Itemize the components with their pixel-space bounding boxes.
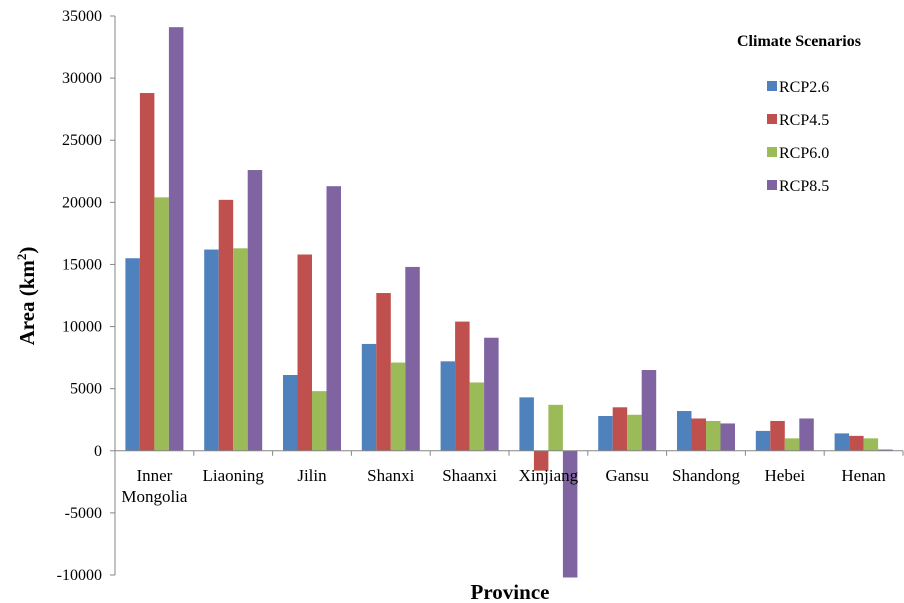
bar-rcp4-5 <box>691 418 706 451</box>
x-tick-label-line: Henan <box>841 466 886 485</box>
x-axis-title: Province <box>471 580 550 603</box>
y-tick-label: 25000 <box>62 132 102 149</box>
x-tick-label-line: Xinjiang <box>519 466 579 485</box>
y-axis-title-superscript: 2 <box>14 254 29 261</box>
x-tick-label-line: Hebei <box>765 466 806 485</box>
bar-rcp8-5 <box>799 418 814 451</box>
bar-rcp2-6 <box>361 343 377 451</box>
legend-items: RCP2.6 RCP4.5 RCP6.0 RCP8.5 <box>767 79 829 195</box>
bar-rcp4-5 <box>770 420 785 451</box>
bar-rcp6-0 <box>233 248 248 451</box>
x-tick-label: Inner Mongolia <box>121 466 188 506</box>
x-tick-label: Shandong <box>672 466 741 485</box>
y-axis-title: Area (km2) <box>14 247 39 346</box>
legend-swatch <box>767 114 777 124</box>
bar-rcp6-0 <box>312 391 327 451</box>
y-tick-label: 0 <box>94 443 102 460</box>
bar-rcp2-6 <box>204 249 219 451</box>
x-tick-label-line: Jilin <box>297 466 327 485</box>
x-tick-label: Gansu <box>605 466 649 485</box>
x-tick-label: Liaoning <box>203 466 265 485</box>
bar-rcp6-0 <box>390 362 406 451</box>
y-tick-label: -10000 <box>57 567 102 584</box>
legend-label: RCP4.5 <box>779 112 829 129</box>
legend-label: RCP8.5 <box>779 178 829 195</box>
bar-rcp2-6 <box>519 397 534 451</box>
bar-rcp8-5 <box>326 186 341 451</box>
legend-swatch <box>767 180 777 190</box>
y-tick-label: 15000 <box>62 256 102 273</box>
bar-rcp4-5 <box>139 93 155 451</box>
y-tick-label: 10000 <box>62 319 102 336</box>
bar-rcp4-5 <box>849 435 864 451</box>
legend-swatch <box>767 147 777 157</box>
x-tick-label-line: Mongolia <box>121 487 188 506</box>
y-axis: -10000 -5000 0 5000 10000 15000 20000 25000 3000… <box>57 8 116 584</box>
y-axis-title-main: Area (km <box>15 260 39 346</box>
bar-rcp8-5 <box>562 450 578 578</box>
bar-rcp2-6 <box>125 258 140 451</box>
y-tick-label: -5000 <box>65 505 102 522</box>
bar-rcp4-5 <box>455 321 470 451</box>
y-tick-label: 30000 <box>62 70 102 87</box>
bar-rcp4-5 <box>376 293 391 451</box>
x-tick-label-line: Shanxi <box>367 466 415 485</box>
bar-rcp6-0 <box>469 382 485 451</box>
bar-rcp8-5 <box>484 337 499 451</box>
legend-label: RCP2.6 <box>779 79 829 96</box>
bar-rcp4-5 <box>218 199 234 451</box>
x-tick-label: Henan <box>841 466 886 485</box>
x-tick-label: Jilin <box>297 466 327 485</box>
x-tick-label-line: Inner <box>136 466 172 485</box>
y-tick-label: 20000 <box>62 194 102 211</box>
x-tick-label-line: Gansu <box>605 466 649 485</box>
bar-rcp8-5 <box>720 423 735 451</box>
bar-rcp2-6 <box>677 411 692 451</box>
y-axis-title-close: ) <box>15 247 39 254</box>
x-axis <box>114 450 904 456</box>
bar-series-group <box>125 27 893 578</box>
bar-rcp2-6 <box>283 375 298 451</box>
bar-rcp8-5 <box>878 449 893 451</box>
bar-rcp8-5 <box>168 27 184 451</box>
bar-rcp8-5 <box>247 170 263 451</box>
legend: Climate Scenarios RCP2.6 RCP4.5 RCP6.0 RCP8… <box>737 33 861 195</box>
legend-label: RCP6.0 <box>779 145 829 162</box>
legend-title: Climate Scenarios <box>737 33 861 50</box>
bar-rcp2-6 <box>834 433 850 451</box>
bar-rcp8-5 <box>641 370 657 451</box>
y-tick-label: 5000 <box>70 381 102 398</box>
bar-rcp4-5 <box>297 254 312 451</box>
x-tick-label: Hebei <box>765 466 806 485</box>
bar-rcp8-5 <box>405 266 420 451</box>
bar-rcp2-6 <box>755 430 771 451</box>
category-labels: Inner Mongolia Liaoning Jilin Shanxi Shaanxi X… <box>121 466 886 506</box>
x-tick-label: Shanxi <box>367 466 415 485</box>
x-tick-label: Xinjiang <box>519 466 579 485</box>
y-tick-label: 35000 <box>62 8 102 25</box>
x-tick-label-line: Shandong <box>672 466 741 485</box>
bar-rcp6-0 <box>784 438 800 451</box>
legend-swatch <box>767 81 777 91</box>
bar-rcp2-6 <box>598 416 613 451</box>
bar-rcp6-0 <box>863 438 879 451</box>
bar-rcp2-6 <box>440 361 456 451</box>
x-tick-label: Shaanxi <box>442 466 497 485</box>
bar-rcp6-0 <box>627 414 642 451</box>
bar-rcp4-5 <box>533 450 549 471</box>
bar-rcp6-0 <box>154 197 169 451</box>
x-tick-label-line: Liaoning <box>203 466 265 485</box>
bar-rcp6-0 <box>706 420 721 451</box>
bar-rcp6-0 <box>548 404 563 451</box>
bar-rcp4-5 <box>612 407 628 451</box>
x-tick-label-line: Shaanxi <box>442 466 497 485</box>
